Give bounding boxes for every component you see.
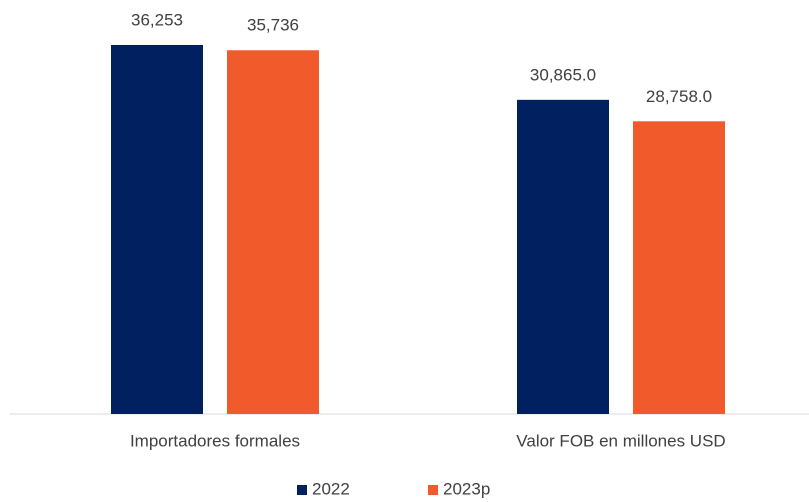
value-label: 30,865.0 — [530, 65, 596, 84]
category-label: Importadores formales — [130, 431, 300, 450]
category-label: Valor FOB en millones USD — [516, 431, 725, 450]
bar — [111, 45, 203, 414]
value-label: 35,736 — [247, 16, 299, 35]
legend-label: 2022 — [312, 479, 350, 498]
legend-swatch — [428, 485, 438, 495]
legend-label: 2023p — [443, 479, 490, 498]
bar — [517, 99, 609, 414]
legend-swatch — [297, 485, 307, 495]
bar — [227, 50, 319, 414]
value-label: 36,253 — [131, 10, 183, 29]
value-label: 28,758.0 — [646, 87, 712, 106]
bar — [633, 121, 725, 414]
